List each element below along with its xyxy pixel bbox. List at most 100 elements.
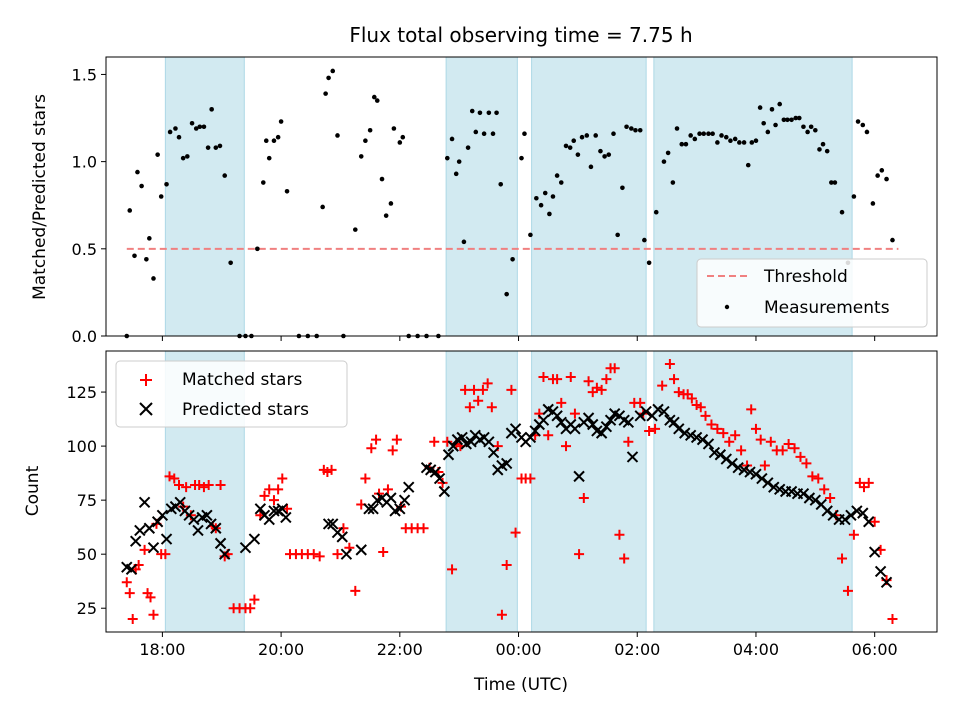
matched-star-point [391, 434, 402, 445]
predicted-star-point [582, 412, 595, 424]
measurement-point [598, 148, 603, 154]
matched-star-point [314, 551, 325, 562]
measurement-point [461, 239, 467, 245]
matched-star-point [848, 529, 859, 540]
chart-title: Flux total observing time = 7.75 h [349, 23, 692, 47]
matched-star-point [371, 434, 382, 445]
y-tick-label: 0.5 [72, 240, 97, 259]
measurement-point [761, 120, 766, 126]
measurement-point [588, 164, 594, 170]
predicted-star-point [604, 414, 617, 426]
measurement-point [855, 119, 861, 124]
predicted-star-point [573, 470, 585, 483]
measurement-point [498, 181, 504, 187]
measurement-point [391, 126, 397, 131]
measurement-point [602, 154, 607, 159]
matched-star-point [700, 410, 711, 421]
measurement-point [701, 131, 707, 137]
measurement-point [688, 133, 693, 138]
measurement-point [132, 253, 137, 259]
top-legend: Threshold Measurements [696, 258, 928, 328]
matched-star-point [591, 382, 602, 393]
matched-star-point [718, 428, 729, 439]
predicted-star-point [248, 533, 261, 545]
legend-predicted-swatch [139, 402, 153, 416]
matched-star-point [556, 397, 567, 408]
measurement-point [820, 141, 826, 147]
matched-star-point [332, 549, 343, 560]
shaded-interval-2 [531, 350, 647, 633]
matched-star-point [506, 384, 517, 395]
measurement-point [719, 133, 724, 138]
top-axes-frame [105, 56, 938, 337]
measurement-point [692, 136, 698, 142]
predicted-star-point [634, 410, 646, 422]
measurement-point [642, 237, 647, 243]
predicted-star-point [569, 423, 581, 435]
predicted-star-point [732, 462, 744, 474]
measurement-point [611, 131, 616, 137]
measurement-point [789, 117, 794, 123]
legend-measurements-label: Measurements [764, 298, 890, 318]
predicted-star-point [385, 492, 397, 504]
matched-star-point [664, 358, 675, 369]
predicted-star-point [690, 431, 703, 444]
matched-star-point [148, 609, 159, 620]
measurement-point [538, 202, 544, 208]
measurement-point [633, 127, 638, 133]
matched-star-point [326, 464, 337, 475]
predicted-star-point [174, 496, 186, 509]
measurement-point [151, 276, 156, 281]
y-tick-label: 75 [77, 491, 97, 510]
predicted-star-point [276, 503, 288, 515]
predicted-star-point [537, 414, 550, 426]
predicted-star-point [500, 457, 513, 470]
matched-star-point [501, 559, 512, 570]
predicted-star-point [857, 507, 869, 519]
matched-star-point [124, 588, 135, 599]
measurement-point [397, 140, 403, 145]
measurement-point [180, 155, 186, 161]
matched-star-point [706, 419, 717, 430]
matched-star-point [650, 423, 661, 434]
measurement-point [824, 148, 830, 154]
measurement-point [353, 227, 358, 232]
measurement-point [127, 208, 133, 213]
predicted-star-point [668, 416, 680, 429]
predicted-star-point [839, 513, 851, 526]
predicted-star-point [750, 468, 762, 480]
measurement-point [710, 131, 715, 137]
measurement-point [481, 131, 487, 137]
predicted-star-point [394, 503, 406, 515]
predicted-star-point [156, 509, 169, 521]
measurement-point [808, 124, 814, 130]
predicted-star-point [438, 485, 451, 498]
predicted-star-point [874, 565, 887, 578]
predicted-star-point [263, 513, 275, 526]
measurement-point [870, 201, 876, 206]
measurement-point [323, 91, 328, 96]
predicted-star-point [322, 518, 335, 530]
predicted-star-point [827, 509, 839, 521]
measurement-point [732, 136, 738, 142]
matched-star-point [496, 609, 507, 620]
measurement-point [284, 188, 290, 194]
matched-star-point [477, 384, 488, 395]
predicted-star-point [429, 466, 442, 478]
matched-star-point [565, 371, 576, 382]
matched-star-point [366, 443, 377, 454]
measurement-point [683, 141, 689, 147]
predicted-star-point [863, 516, 875, 528]
shaded-interval-1 [445, 350, 518, 633]
matched-star-point [268, 495, 279, 506]
matched-star-point [245, 603, 256, 614]
measurement-point [147, 236, 152, 241]
predicted-star-point [551, 410, 563, 422]
predicted-star-point [327, 518, 339, 530]
measurement-point [550, 194, 556, 199]
top-y-ticks: 0.0 0.5 1.0 1.5 [72, 65, 106, 346]
measurement-point [400, 134, 406, 140]
measurement-point [383, 213, 389, 218]
measurement-point [571, 138, 577, 143]
measurement-point [465, 145, 471, 150]
